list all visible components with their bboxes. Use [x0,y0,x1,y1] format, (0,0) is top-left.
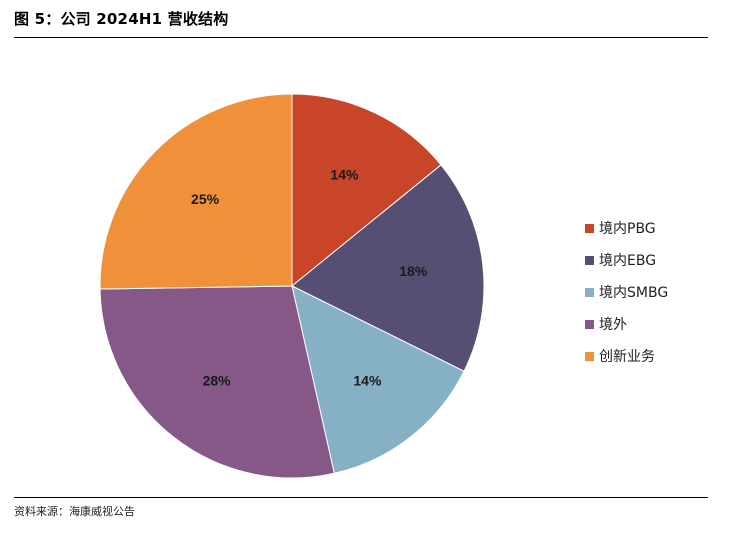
source-divider [14,497,708,498]
slice-data-label: 14% [353,373,382,389]
legend-item-domestic-ebg: 境内EBG [585,244,668,276]
source-note: 资料来源：海康威视公告 [14,505,135,518]
legend-swatch [585,287,594,297]
legend-item-overseas: 境外 [585,308,668,340]
figure-title: 图 5：公司 2024H1 营收结构 [14,10,229,28]
legend-item-domestic-pbg: 境内PBG [585,212,668,244]
pie-slice-4 [99,285,335,479]
slice-data-label: 25% [191,191,220,207]
title-divider [14,37,708,38]
legend-item-domestic-smbg: 境内SMBG [585,276,668,308]
pie-slice-1 [291,93,442,288]
legend-label: 境外 [599,317,627,333]
slice-data-label: 14% [330,167,359,183]
legend-label: 境内PBG [599,221,656,237]
legend-label: 境内EBG [599,253,657,269]
pie-slice-5 [99,93,293,290]
legend-item-innovation: 创新业务 [585,340,668,372]
slice-data-label: 28% [203,373,232,389]
legend-swatch [585,255,594,265]
legend-swatch [585,223,594,233]
pie-slice-3 [291,285,465,474]
slice-data-label: 18% [399,263,428,279]
chart-legend: 境内PBG 境内EBG 境内SMBG 境外 创新业务 [585,212,668,372]
legend-swatch [585,319,594,329]
pie-slice-2 [291,164,485,372]
legend-swatch [585,351,594,361]
legend-label: 创新业务 [599,349,655,365]
legend-label: 境内SMBG [599,285,669,301]
